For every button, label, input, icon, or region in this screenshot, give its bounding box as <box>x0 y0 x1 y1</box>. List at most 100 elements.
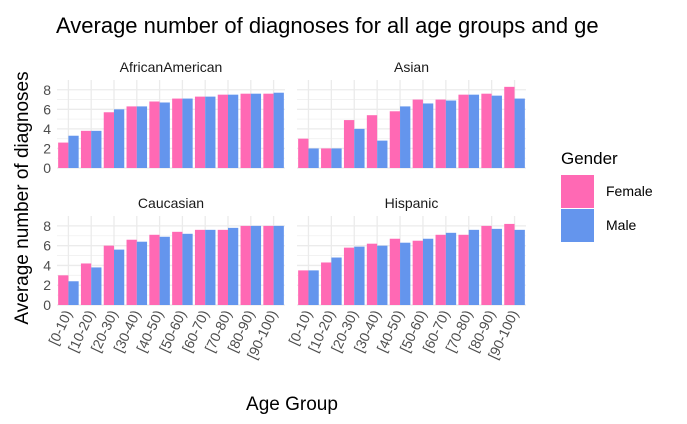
panel-caucasian: Caucasian02468[0-10)[10-20)[20-30)[30-40… <box>43 195 285 362</box>
legend-title: Gender <box>561 149 618 168</box>
bar-female <box>435 234 446 305</box>
bar-male <box>273 92 284 168</box>
bar-female <box>263 225 274 305</box>
bar-male <box>68 135 79 168</box>
panel-africanamerican: AfricanAmerican 0 2 4 6 8 <box>43 59 285 176</box>
bar-female <box>58 275 69 305</box>
bar-female <box>343 247 355 305</box>
y-tick-label: 4 <box>43 257 51 273</box>
bar-male <box>354 246 365 305</box>
bar-female <box>80 130 92 168</box>
bar-male <box>331 148 342 168</box>
bar-female <box>366 115 378 168</box>
bar-male <box>400 242 411 305</box>
bar-female <box>103 112 114 168</box>
bar-female <box>58 142 69 168</box>
legend-swatch-male <box>561 209 594 242</box>
y-tick-label: 8 <box>43 218 51 234</box>
bar-male <box>114 249 125 305</box>
legend-label: Male <box>606 217 637 233</box>
bar-male <box>205 96 216 168</box>
y-tick-label: 2 <box>43 140 51 156</box>
bar-female <box>263 93 274 168</box>
bar-male <box>491 228 502 305</box>
y-tick-label: 6 <box>43 101 51 117</box>
bar-female <box>80 263 92 305</box>
bar-female <box>321 262 332 305</box>
bar-female <box>389 111 401 168</box>
bar-female <box>458 94 469 168</box>
bar-male <box>422 238 434 305</box>
y-tick-label: 0 <box>43 297 51 313</box>
bar-female <box>412 99 423 168</box>
bar-female <box>172 231 183 305</box>
bar-male <box>468 229 480 305</box>
bar-female <box>343 120 355 168</box>
bar-male <box>136 241 148 305</box>
bar-female <box>240 93 251 168</box>
bar-male <box>308 148 319 168</box>
bar-female <box>217 94 228 168</box>
bar-male <box>91 130 102 168</box>
bar-male <box>68 281 79 305</box>
bar-female <box>217 229 228 305</box>
panel-title: Asian <box>394 59 429 75</box>
bar-male <box>331 257 342 305</box>
bar-female <box>504 86 515 168</box>
bar-female <box>412 240 423 305</box>
legend: Gender Female Male <box>561 149 653 242</box>
bar-female <box>481 93 492 168</box>
bar-female <box>298 138 309 168</box>
bar-male <box>273 225 284 305</box>
legend-item-female: Female <box>561 175 653 208</box>
bar-female <box>504 223 515 305</box>
bar-male <box>491 95 502 168</box>
bar-male <box>250 93 262 168</box>
panel-title: Caucasian <box>138 195 204 211</box>
bar-female <box>149 101 160 168</box>
bar-male <box>514 98 525 168</box>
bar-male <box>205 229 216 305</box>
y-tick-label: 8 <box>43 82 51 98</box>
bar-female <box>149 234 160 305</box>
legend-swatch-female <box>561 175 594 208</box>
bar-male <box>136 106 148 168</box>
bar-male <box>400 106 411 168</box>
bar-male <box>354 128 365 168</box>
bar-female <box>389 238 401 305</box>
bar-female <box>435 99 446 168</box>
bar-female <box>126 239 137 305</box>
bar-male <box>422 103 434 168</box>
bar-female <box>321 148 332 168</box>
bar-male <box>159 102 170 168</box>
panel-asian: Asian <box>297 59 526 169</box>
y-tick-label: 2 <box>43 277 51 293</box>
x-axis-label: Age Group <box>246 394 338 415</box>
bar-male <box>114 109 125 168</box>
bar-male <box>445 100 457 168</box>
bar-male <box>228 227 239 305</box>
y-tick-label: 6 <box>43 238 51 254</box>
bar-female <box>366 243 378 305</box>
panel-title: AfricanAmerican <box>120 59 223 75</box>
y-tick-label: 0 <box>43 160 51 176</box>
bar-female <box>172 98 183 168</box>
bar-female <box>194 96 206 168</box>
legend-item-male: Male <box>561 209 637 242</box>
chart-title: Average number of diagnoses for all age … <box>56 13 599 38</box>
y-tick-label: 4 <box>43 121 51 137</box>
bar-female <box>103 245 114 305</box>
panel-title: Hispanic <box>385 195 439 211</box>
bar-female <box>458 234 469 305</box>
legend-label: Female <box>606 183 653 199</box>
bar-male <box>159 236 170 305</box>
bar-male <box>91 267 102 305</box>
bar-female <box>126 106 137 168</box>
y-axis-label: Average number of diagnoses <box>12 71 33 324</box>
bar-male <box>445 232 457 305</box>
bar-female <box>481 225 492 305</box>
bar-male <box>377 140 388 168</box>
bar-male <box>182 98 193 168</box>
bar-female <box>298 270 309 305</box>
